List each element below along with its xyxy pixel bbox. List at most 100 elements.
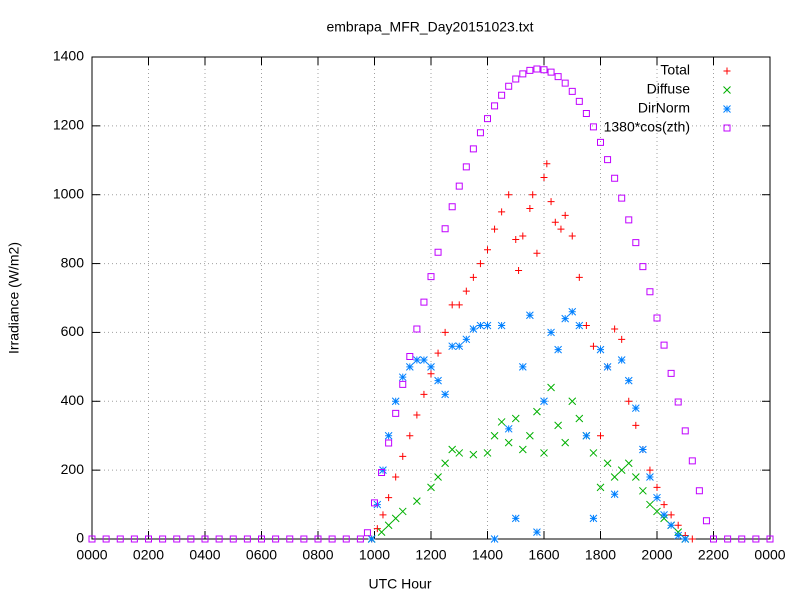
data-point bbox=[540, 397, 548, 406]
data-point bbox=[561, 211, 569, 219]
data-point bbox=[505, 191, 513, 199]
data-point bbox=[646, 288, 654, 296]
data-point bbox=[385, 439, 393, 447]
data-point bbox=[469, 325, 478, 333]
legend-label: Diffuse bbox=[647, 81, 691, 97]
x-tick-label: 0600 bbox=[246, 547, 277, 563]
y-tick-label: 600 bbox=[61, 323, 85, 339]
data-point bbox=[371, 499, 378, 507]
data-point bbox=[497, 418, 506, 426]
x-tick-label: 0200 bbox=[133, 547, 164, 563]
data-point bbox=[504, 424, 513, 433]
data-point bbox=[173, 535, 181, 543]
data-point bbox=[582, 109, 590, 117]
data-point bbox=[413, 411, 421, 419]
data-point bbox=[568, 397, 577, 406]
data-point bbox=[575, 97, 583, 105]
data-point bbox=[568, 232, 576, 240]
data-point bbox=[575, 273, 583, 281]
data-point bbox=[455, 449, 464, 457]
data-point bbox=[618, 194, 626, 202]
data-point bbox=[688, 457, 696, 465]
data-point bbox=[624, 459, 633, 468]
data-point bbox=[575, 414, 584, 423]
data-point bbox=[434, 248, 442, 256]
data-point bbox=[441, 390, 449, 399]
data-point bbox=[476, 129, 484, 137]
x-tick-label: 1600 bbox=[528, 547, 559, 563]
data-point bbox=[484, 246, 491, 254]
data-point bbox=[547, 328, 555, 337]
legend-marker bbox=[723, 105, 731, 113]
data-point bbox=[653, 507, 661, 516]
data-point bbox=[533, 407, 541, 416]
y-tick-label: 1400 bbox=[53, 48, 84, 64]
data-point bbox=[441, 328, 449, 336]
data-point bbox=[427, 483, 435, 492]
data-point bbox=[618, 335, 626, 343]
data-point bbox=[653, 314, 661, 322]
data-point bbox=[631, 473, 640, 481]
data-point bbox=[455, 182, 463, 190]
data-point bbox=[187, 535, 195, 543]
data-point bbox=[498, 208, 506, 216]
data-point bbox=[639, 486, 647, 495]
data-point bbox=[540, 66, 548, 74]
data-point bbox=[455, 301, 463, 309]
data-point bbox=[462, 287, 470, 295]
x-tick-label: 1200 bbox=[415, 547, 446, 563]
data-point bbox=[543, 160, 551, 168]
data-point bbox=[702, 517, 710, 525]
data-point bbox=[512, 235, 520, 243]
data-point bbox=[547, 383, 555, 392]
data-point bbox=[561, 314, 570, 323]
data-point bbox=[603, 363, 612, 371]
data-point bbox=[377, 528, 386, 536]
data-point bbox=[568, 87, 576, 95]
data-point bbox=[526, 311, 534, 320]
data-point bbox=[752, 535, 760, 543]
y-tick-label: 800 bbox=[61, 254, 85, 270]
data-point bbox=[420, 356, 428, 364]
data-point bbox=[639, 445, 647, 454]
data-point bbox=[391, 397, 400, 406]
x-tick-label: 0000 bbox=[754, 547, 785, 563]
data-point bbox=[491, 102, 499, 110]
data-point bbox=[681, 535, 690, 543]
data-point bbox=[625, 397, 633, 405]
data-point bbox=[342, 535, 350, 543]
data-point bbox=[589, 514, 598, 523]
data-point bbox=[420, 298, 428, 306]
data-point bbox=[554, 345, 562, 354]
data-point bbox=[130, 535, 138, 543]
data-point bbox=[484, 115, 491, 123]
data-point bbox=[441, 225, 449, 233]
data-point bbox=[314, 535, 322, 543]
data-point bbox=[660, 341, 668, 349]
data-point bbox=[597, 432, 604, 440]
data-point bbox=[462, 163, 470, 171]
data-point bbox=[596, 483, 605, 492]
data-point bbox=[399, 380, 407, 388]
data-point bbox=[533, 65, 541, 73]
data-point bbox=[695, 487, 703, 495]
data-point bbox=[603, 459, 612, 468]
data-point bbox=[434, 376, 442, 385]
data-point bbox=[625, 216, 633, 224]
data-point bbox=[434, 349, 442, 357]
data-point bbox=[554, 421, 562, 430]
data-point bbox=[420, 390, 428, 398]
data-point bbox=[511, 514, 520, 523]
data-point bbox=[102, 535, 110, 543]
data-point bbox=[660, 501, 668, 509]
x-tick-label: 1000 bbox=[359, 547, 390, 563]
data-point bbox=[674, 398, 682, 406]
data-point bbox=[518, 363, 527, 371]
data-point bbox=[533, 528, 541, 536]
data-point bbox=[582, 431, 591, 440]
data-point bbox=[681, 427, 689, 435]
data-point bbox=[526, 431, 534, 440]
data-point bbox=[540, 449, 548, 457]
data-point bbox=[455, 342, 464, 351]
